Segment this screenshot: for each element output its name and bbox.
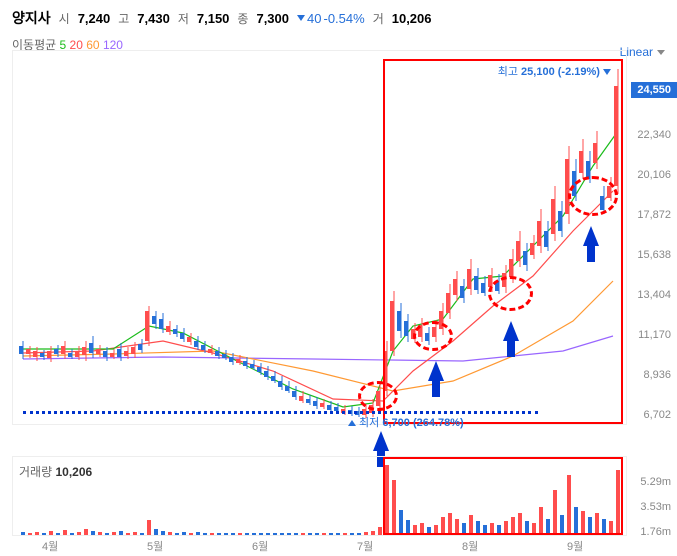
high-value: 7,430 <box>137 11 170 26</box>
annotation-circle <box>568 176 618 216</box>
price-chart[interactable]: 최고 25,100 (-2.19%) 최저 6,700 (264.78%) <box>12 50 627 425</box>
x-tick: 6월 <box>252 538 268 554</box>
annotation-circle <box>413 321 453 351</box>
annotation-arrow <box>503 321 519 341</box>
stock-name: 양지사 <box>12 8 51 28</box>
current-price-flag: 24,550 <box>631 82 677 98</box>
change-pct: -0.54% <box>323 11 364 26</box>
y-tick: 11,170 <box>638 329 671 341</box>
volume-value: 10,206 <box>392 11 432 26</box>
annotation-arrow <box>428 361 444 381</box>
chevron-down-icon <box>657 50 665 55</box>
down-triangle-icon <box>297 15 305 21</box>
high-annotation: 최고 25,100 (-2.19%) <box>498 63 611 79</box>
x-tick: 9월 <box>567 538 583 554</box>
x-tick: 8월 <box>462 538 478 554</box>
y-tick: 22,340 <box>637 129 671 141</box>
change-value: 40 <box>307 11 321 26</box>
close-label: 종 <box>237 10 248 27</box>
close-value: 7,300 <box>256 11 289 26</box>
annotation-circle <box>488 276 533 311</box>
x-tick: 5월 <box>147 538 163 554</box>
vol-tick: 5.29m <box>640 476 671 488</box>
header: 양지사 시 7,240 고 7,430 저 7,150 종 7,300 40 -… <box>0 0 677 36</box>
annotation-red-box-volume <box>383 457 623 535</box>
open-label: 시 <box>59 10 70 27</box>
vol-tick: 3.53m <box>640 501 671 513</box>
x-axis: 4월 5월 6월 7월 8월 9월 <box>12 538 627 554</box>
y-tick: 15,638 <box>637 249 671 261</box>
y-tick: 8,936 <box>643 369 671 381</box>
volume-chart[interactable]: 거래량 10,206 <box>12 456 627 536</box>
x-tick: 7월 <box>357 538 373 554</box>
annotation-circle <box>358 381 398 411</box>
volume-title: 거래량 10,206 <box>19 463 92 480</box>
y-tick: 13,404 <box>637 289 671 301</box>
y-tick: 17,872 <box>637 209 671 221</box>
y-tick: 6,702 <box>643 409 671 421</box>
low-label: 저 <box>178 10 189 27</box>
price-change: 40 -0.54% <box>297 11 365 26</box>
y-tick: 20,106 <box>637 169 671 181</box>
x-tick: 4월 <box>42 538 58 554</box>
high-label: 고 <box>118 10 129 27</box>
vol-tick: 1.76m <box>640 526 671 538</box>
volume-label: 거 <box>373 10 384 27</box>
annotation-arrow <box>373 431 389 451</box>
low-value: 7,150 <box>197 11 230 26</box>
open-value: 7,240 <box>78 11 111 26</box>
annotation-arrow <box>583 226 599 246</box>
low-annotation: 최저 6,700 (264.78%) <box>348 414 464 430</box>
